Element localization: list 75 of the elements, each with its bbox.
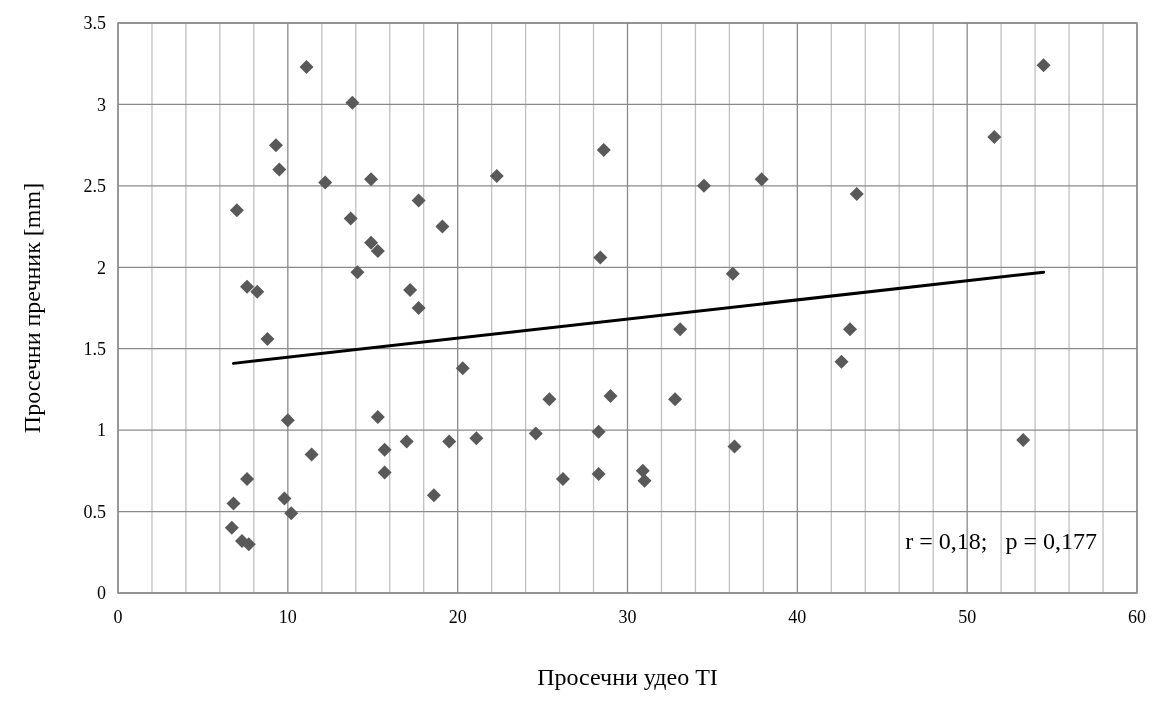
point <box>370 410 385 425</box>
point <box>377 465 392 480</box>
y-tick-label: 3 <box>97 94 106 115</box>
point <box>635 463 650 478</box>
y-tick-label: 2 <box>97 257 106 278</box>
point <box>284 506 299 521</box>
x-tick-label: 60 <box>1128 607 1146 627</box>
point <box>849 187 864 201</box>
point <box>591 424 606 439</box>
y-axis-title: Просечни пречник [mm] <box>19 182 45 434</box>
point <box>226 496 241 511</box>
point <box>240 472 255 486</box>
point <box>555 472 570 486</box>
point <box>272 162 287 177</box>
point <box>987 130 1002 144</box>
point <box>603 388 618 403</box>
point <box>489 169 504 184</box>
x-tick-label: 20 <box>448 607 467 627</box>
point <box>370 244 385 258</box>
point <box>593 250 608 265</box>
y-tick-label: 0 <box>97 583 106 604</box>
point <box>727 439 742 454</box>
point <box>268 138 283 153</box>
point <box>591 467 606 482</box>
point <box>637 473 652 488</box>
point <box>754 172 769 187</box>
point <box>364 235 379 250</box>
point <box>673 322 688 337</box>
point <box>596 143 611 158</box>
point <box>343 211 358 226</box>
y-tick-label: 3.5 <box>83 13 106 34</box>
point <box>696 178 711 193</box>
point <box>411 301 426 315</box>
point <box>403 283 418 298</box>
point <box>426 488 441 503</box>
point <box>435 219 450 234</box>
point <box>842 322 857 337</box>
point <box>364 172 379 187</box>
y-tick-label: 1 <box>97 420 106 441</box>
point <box>455 361 470 376</box>
x-axis-title: Просечни удео TI <box>537 664 718 690</box>
point <box>241 537 256 552</box>
point <box>1016 432 1031 447</box>
point <box>377 442 392 457</box>
point <box>469 431 484 446</box>
point <box>224 520 239 535</box>
point <box>345 95 360 110</box>
point <box>542 392 557 407</box>
annotation: r = 0,18; p = 0,177 <box>905 528 1097 554</box>
point <box>229 203 244 218</box>
x-tick-label: 10 <box>278 607 297 627</box>
point <box>304 447 319 462</box>
y-tick-label: 0.5 <box>83 501 106 522</box>
x-tick-label: 0 <box>113 607 123 627</box>
point <box>834 354 849 369</box>
point <box>240 279 255 294</box>
point <box>399 434 414 449</box>
x-tick-label: 40 <box>788 607 807 627</box>
point <box>725 266 740 281</box>
y-tick-label: 1.5 <box>83 339 106 360</box>
point <box>442 434 457 449</box>
point <box>411 193 426 208</box>
point <box>299 59 314 74</box>
y-tick-label: 2.5 <box>83 176 106 197</box>
point <box>260 331 275 346</box>
point <box>1036 58 1051 73</box>
point <box>350 265 365 280</box>
point <box>528 426 543 441</box>
point <box>668 392 683 407</box>
point <box>280 413 295 428</box>
x-tick-label: 50 <box>958 607 977 627</box>
point <box>250 284 265 299</box>
point <box>277 491 292 506</box>
x-tick-label: 30 <box>618 607 637 627</box>
point <box>318 175 333 190</box>
